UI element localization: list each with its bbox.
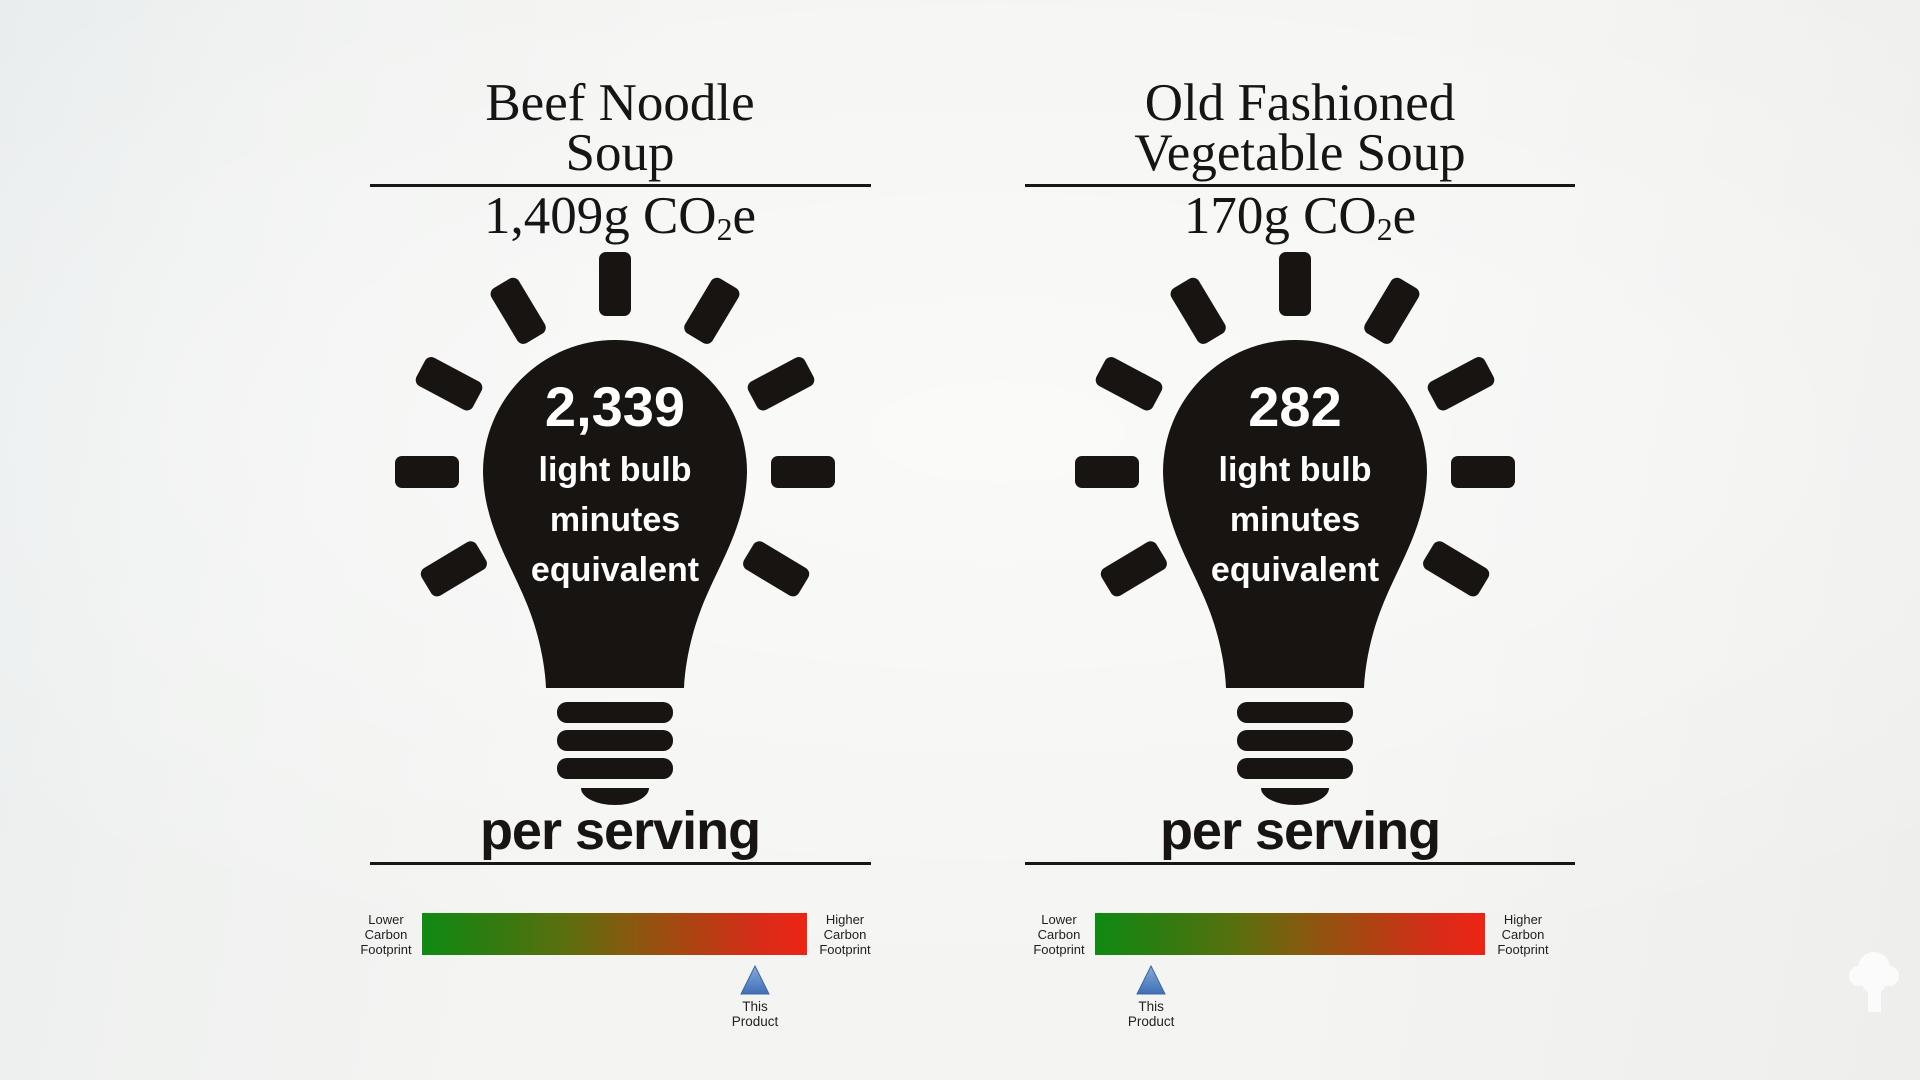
carbon-gradient-bar: [422, 913, 807, 955]
scale-higher-label: Higher Carbon Footprint: [1497, 912, 1549, 957]
product-title-line1: Old Fashioned: [1144, 74, 1456, 132]
carbon-footprint-scale: Lower Carbon Footprint Higher Carbon Foo…: [340, 912, 900, 1043]
bulb-caption-line3: equivalent: [1211, 551, 1379, 589]
footer-underline: [1025, 862, 1575, 865]
this-product-label: This Product: [731, 999, 779, 1029]
bulb-rays: [1075, 252, 1515, 597]
scale-lower-label: Lower Carbon Footprint: [360, 912, 412, 957]
product-title-line2: Vegetable Soup: [1134, 124, 1466, 182]
bulb-minutes-value: 2,339: [545, 375, 685, 438]
bulb-base-tip: [1261, 788, 1329, 805]
product-title: Old Fashioned Vegetable Soup: [1018, 77, 1582, 180]
bulb-base-stripe: [1237, 730, 1353, 751]
product-title-line2: Soup: [565, 124, 675, 182]
bulb-base: [1237, 702, 1353, 805]
this-product-marker-icon: [739, 964, 771, 995]
light-bulb-icon: 282 light bulb minutes equivalent: [1075, 252, 1515, 805]
bulb-caption-line1: light bulb: [1219, 451, 1372, 489]
light-bulb-icon: 2,339 light bulb minutes equivalent: [395, 252, 835, 805]
bulb-base-stripe: [1237, 758, 1353, 779]
bulb-minutes-value: 282: [1248, 375, 1341, 438]
co2e-subscript: 2: [716, 211, 733, 247]
per-serving-label: per serving: [1159, 801, 1441, 861]
this-product-marker-icon: [1135, 964, 1167, 995]
title-underline: [1025, 184, 1575, 187]
product-title-line1: Beef Noodle: [485, 74, 755, 132]
carbon-gradient-bar: [1095, 913, 1485, 955]
co2e-prefix: 1,409g CO: [483, 187, 717, 245]
product-card-beef-noodle-soup: Beef Noodle Soup 1,409g CO2e: [340, 0, 900, 1080]
bulb-body: [1163, 340, 1427, 688]
scale-lower-label: Lower Carbon Footprint: [1033, 912, 1085, 957]
per-serving-label: per serving: [479, 801, 761, 861]
product-card-old-fashioned-vegetable-soup: Old Fashioned Vegetable Soup 170g CO2e: [1018, 0, 1582, 1080]
bulb-caption-line2: minutes: [550, 501, 680, 539]
bulb-base-stripe: [557, 702, 673, 723]
carbon-footprint-scale: Lower Carbon Footprint Higher Carbon Foo…: [1018, 912, 1582, 1043]
scale-higher-label: Higher Carbon Footprint: [819, 912, 871, 957]
co2e-subscript: 2: [1376, 211, 1393, 247]
bulb-base-tip: [581, 788, 649, 805]
footer-underline: [370, 862, 871, 865]
co2e-value: 1,409g CO2e: [340, 190, 900, 256]
bulb-caption-line1: light bulb: [539, 451, 692, 489]
bulb-base-stripe: [557, 758, 673, 779]
bulb-body: [483, 340, 747, 688]
bulb-base: [557, 702, 673, 805]
bulb-caption-line2: minutes: [1230, 501, 1360, 539]
bulb-base-stripe: [557, 730, 673, 751]
co2e-prefix: 170g CO: [1183, 187, 1377, 245]
this-product-label: This Product: [1127, 999, 1175, 1029]
bulb-base-stripe: [1237, 702, 1353, 723]
bulb-rays: [395, 252, 835, 597]
co2e-suffix: e: [1392, 187, 1417, 245]
co2e-value: 170g CO2e: [1018, 190, 1582, 256]
co2e-suffix: e: [732, 187, 757, 245]
product-title: Beef Noodle Soup: [340, 77, 900, 180]
tree-watermark-icon: [1849, 952, 1899, 1012]
bulb-caption-line3: equivalent: [531, 551, 699, 589]
title-underline: [370, 184, 871, 187]
